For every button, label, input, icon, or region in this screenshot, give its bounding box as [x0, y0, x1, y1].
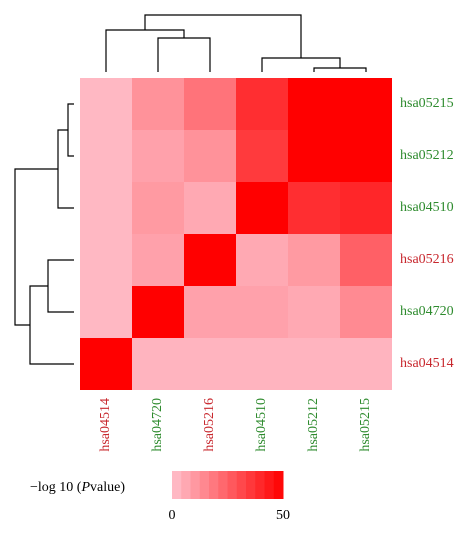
- column-label: hsa04720: [150, 398, 165, 452]
- colorbar-step: [236, 471, 247, 499]
- row-dendrogram: [14, 103, 74, 365]
- colorbar-step: [255, 471, 265, 499]
- heatmap-cell: [236, 182, 288, 234]
- heatmap-cell: [340, 338, 392, 390]
- colorbar-step: [246, 471, 256, 499]
- heatmap-cell: [340, 78, 392, 130]
- colorbar-title-part: value): [90, 480, 125, 495]
- column-label: hsa05216: [202, 398, 217, 452]
- row-label: hsa05212: [400, 148, 454, 163]
- colorbar-step: [199, 471, 210, 499]
- heatmap-cell: [288, 78, 340, 130]
- heatmap-cell: [184, 130, 236, 182]
- colorbar-step: [227, 471, 238, 499]
- heatmap-cell: [132, 130, 184, 182]
- heatmap-cell: [80, 338, 132, 390]
- colorbar-title: −log 10 (Pvalue): [30, 480, 125, 495]
- row-label: hsa04720: [400, 304, 454, 319]
- colorbar-step: [181, 471, 191, 499]
- heatmap-cell: [288, 234, 340, 286]
- row-label: hsa05215: [400, 96, 454, 111]
- heatmap-cell: [236, 234, 288, 286]
- heatmap-cell: [340, 182, 392, 234]
- column-label: hsa04514: [98, 398, 113, 452]
- colorbar-step: [264, 471, 275, 499]
- heatmap-cell: [288, 338, 340, 390]
- heatmap-cell: [132, 234, 184, 286]
- heatmap-cell: [80, 130, 132, 182]
- row-label: hsa04510: [400, 200, 454, 215]
- heatmap-cell: [80, 182, 132, 234]
- heatmap-cell: [340, 286, 392, 338]
- colorbar-title-part: P: [80, 480, 90, 495]
- heatmap-cell: [236, 338, 288, 390]
- row-label: hsa05216: [400, 252, 454, 267]
- row-label: hsa04514: [400, 356, 454, 371]
- heatmap-cell: [132, 182, 184, 234]
- heatmap-cell: [236, 130, 288, 182]
- heatmap-cell: [132, 286, 184, 338]
- heatmap-cell: [236, 78, 288, 130]
- column-label: hsa04510: [254, 398, 269, 452]
- heatmap-cell: [80, 286, 132, 338]
- colorbar-step: [172, 471, 182, 499]
- colorbar-tick-label: 0: [169, 508, 176, 523]
- heatmap-cell: [236, 286, 288, 338]
- heatmap-cell: [80, 234, 132, 286]
- heatmap-cell: [184, 182, 236, 234]
- colorbar-step: [218, 471, 228, 499]
- column-dendrogram: [105, 14, 367, 72]
- heatmap-cell: [132, 78, 184, 130]
- heatmap-cell: [288, 130, 340, 182]
- heatmap-cell: [340, 234, 392, 286]
- colorbar-tick-label: 50: [276, 508, 290, 523]
- heatmap-cell: [184, 78, 236, 130]
- heatmap-cell: [132, 338, 184, 390]
- heatmap-cell: [288, 286, 340, 338]
- heatmap-cell: [184, 234, 236, 286]
- colorbar-step: [273, 471, 284, 499]
- heatmap-cell: [340, 130, 392, 182]
- heatmap-cell: [288, 182, 340, 234]
- colorbar-title-part: −log 10 (: [30, 480, 82, 495]
- column-label: hsa05215: [358, 398, 373, 452]
- colorbar-step: [190, 471, 201, 499]
- colorbar-step: [209, 471, 219, 499]
- heatmap-cell: [80, 78, 132, 130]
- heatmap-cell: [184, 286, 236, 338]
- heatmap-cell: [184, 338, 236, 390]
- column-label: hsa05212: [306, 398, 321, 452]
